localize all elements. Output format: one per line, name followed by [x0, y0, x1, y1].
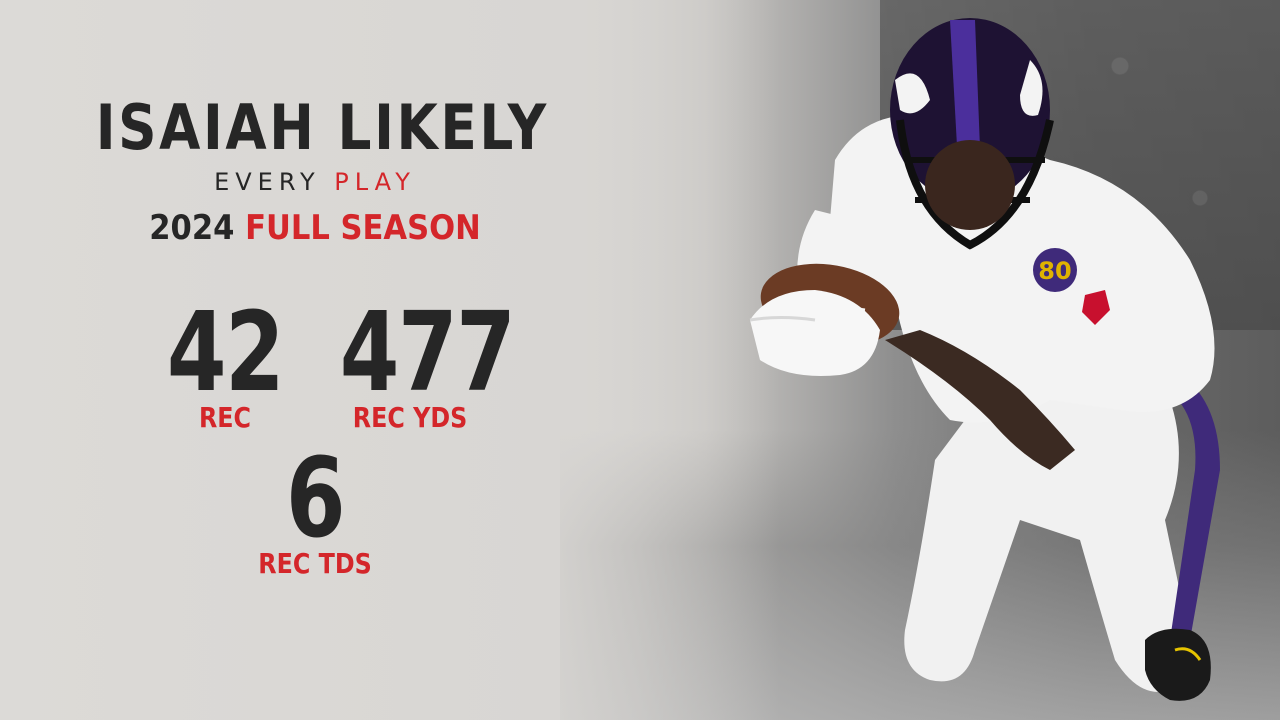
- player-cleat: [1145, 628, 1211, 701]
- stat-receiving-touchdowns: 6 REC TDS: [230, 434, 400, 580]
- stat-label: REC YDS: [352, 401, 468, 434]
- subtitle-every: EVERY: [214, 168, 335, 196]
- player-name: ISAIAH LIKELY: [95, 91, 549, 164]
- background-fade: [520, 0, 780, 720]
- stat-receiving-yards: 477 REC YDS: [320, 288, 516, 434]
- player-photo: 80: [749, 18, 1220, 701]
- player-legs: [904, 400, 1193, 692]
- subtitle: EVERY PLAY: [60, 166, 570, 198]
- season-label: FULL SEASON: [245, 208, 481, 248]
- stat-label: REC TDS: [258, 547, 372, 580]
- stat-label: REC: [198, 401, 252, 434]
- subtitle-play: PLAY: [334, 168, 416, 196]
- stat-receptions: 42 REC: [150, 288, 300, 434]
- season-year: 2024: [149, 208, 246, 248]
- season-line: 2024 FULL SEASON: [86, 205, 545, 251]
- stat-value: 477: [339, 288, 516, 416]
- stat-value: 42: [166, 288, 285, 416]
- player-facemask: [896, 119, 1054, 250]
- player-glove: [750, 290, 880, 376]
- jersey-number: 80: [1038, 257, 1071, 285]
- stat-value: 6: [285, 434, 346, 562]
